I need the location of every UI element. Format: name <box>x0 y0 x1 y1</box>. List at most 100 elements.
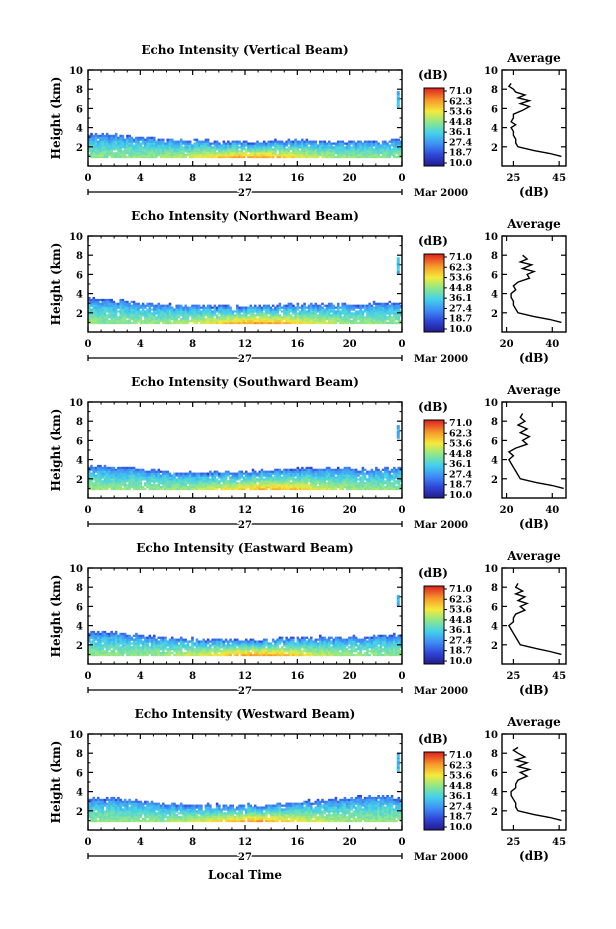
echo-cell <box>108 478 111 481</box>
echo-cell <box>141 314 145 317</box>
echo-cell <box>366 310 369 313</box>
echo-cell <box>218 320 221 323</box>
echo-cell <box>213 470 217 473</box>
echo-cell <box>222 321 226 325</box>
echo-cell <box>310 148 313 151</box>
echo-cell <box>150 318 154 321</box>
echo-cell <box>238 484 241 487</box>
echo-cell <box>146 138 149 141</box>
echo-cell <box>312 487 315 491</box>
echo-cell <box>359 304 362 307</box>
echo-cell <box>312 316 315 319</box>
echo-cell <box>128 484 131 487</box>
echo-cell <box>283 474 286 477</box>
echo-cell <box>182 653 185 657</box>
echo-cell <box>386 146 389 149</box>
echo-cell <box>132 482 136 485</box>
echo-cell <box>247 155 250 159</box>
echo-cell <box>155 306 158 309</box>
echo-cell <box>294 480 297 483</box>
echo-cell <box>332 155 336 159</box>
echo-cell <box>224 155 228 159</box>
echo-cell <box>126 470 129 473</box>
echo-cell <box>287 478 291 481</box>
echo-cell <box>162 636 165 639</box>
echo-cell <box>135 154 138 157</box>
echo-cell <box>236 304 239 307</box>
avg-y-tick-label: 2 <box>491 143 498 154</box>
echo-cell <box>211 478 214 481</box>
echo-cell <box>283 308 286 311</box>
echo-cell <box>314 312 318 315</box>
echo-cell <box>334 316 338 319</box>
echo-cell <box>162 480 165 483</box>
echo-cell <box>173 320 176 323</box>
echo-cell <box>213 144 217 147</box>
echo-cell <box>101 484 104 487</box>
echo-cell <box>90 310 93 313</box>
colorbar-tick-label: 10.0 <box>449 158 473 169</box>
echo-cell <box>269 484 273 487</box>
echo-cell <box>399 140 403 143</box>
echo-cell <box>222 142 226 145</box>
echo-cell <box>386 480 389 483</box>
echo-cell <box>197 487 201 491</box>
echo-cell <box>368 146 371 149</box>
echo-cell <box>153 320 156 323</box>
echo-cell <box>130 638 134 641</box>
echo-cell <box>200 472 203 475</box>
echo-cell <box>99 480 102 483</box>
echo-cell <box>137 653 140 657</box>
echo-cell <box>213 152 217 155</box>
echo-cell <box>341 142 344 145</box>
echo-cell <box>144 138 147 141</box>
colorbar-tick-label: 62.3 <box>449 96 472 107</box>
echo-cell <box>173 148 176 151</box>
echo-cell <box>137 648 140 651</box>
echo-cell <box>188 308 192 311</box>
echo-cell <box>186 142 190 145</box>
echo-cell <box>186 644 190 647</box>
echo-cell <box>256 140 259 143</box>
echo-cell <box>343 304 347 307</box>
echo-cell <box>334 152 338 155</box>
echo-cell <box>271 314 275 317</box>
echo-cell <box>144 472 147 475</box>
echo-cell <box>278 146 282 149</box>
echo-cell <box>123 300 127 304</box>
echo-cell <box>319 148 322 151</box>
echo-cell <box>301 487 304 491</box>
echo-cell <box>155 486 158 489</box>
echo-cell <box>363 310 367 313</box>
echo-cell <box>298 154 302 157</box>
echo-cell <box>386 306 389 309</box>
echo-cell <box>132 140 136 143</box>
echo-cell <box>166 648 170 651</box>
echo-cell <box>345 308 349 311</box>
echo-cell <box>96 468 100 471</box>
echo-cell <box>119 646 122 649</box>
echo-cell <box>363 468 367 471</box>
echo-cell <box>168 148 172 151</box>
echo-cell <box>184 144 187 147</box>
echo-cell <box>99 306 102 309</box>
x-tick-label: 8 <box>189 173 196 184</box>
echo-cell <box>135 486 138 489</box>
echo-cell <box>166 148 170 151</box>
echo-cell <box>310 146 313 149</box>
upper-echo-cell <box>396 272 400 275</box>
echo-cell <box>148 472 152 475</box>
echo-cell <box>242 321 246 325</box>
echo-cell <box>381 486 385 489</box>
echo-cell <box>126 487 129 491</box>
echo-cell <box>381 142 385 145</box>
echo-cell <box>114 482 118 485</box>
echo-cell <box>262 472 266 475</box>
echo-cell <box>314 150 318 153</box>
echo-cell <box>296 155 300 159</box>
echo-cell <box>213 314 217 317</box>
echo-cell <box>265 152 268 155</box>
echo-cell <box>200 152 203 155</box>
echo-cell <box>132 150 136 153</box>
echo-cell <box>325 486 329 489</box>
